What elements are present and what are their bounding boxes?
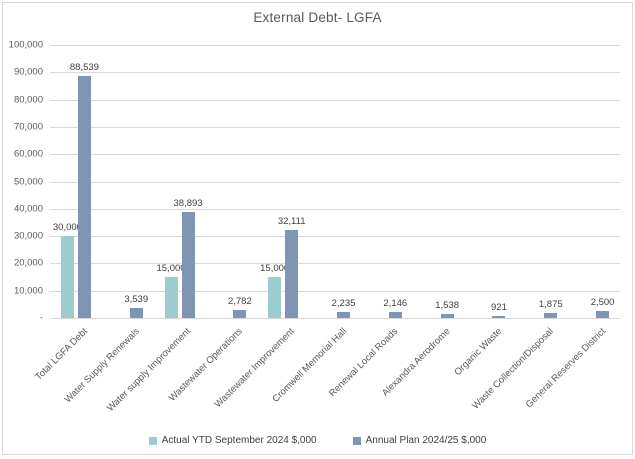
bar-plan <box>544 312 558 318</box>
data-label: 2,500 <box>590 297 615 309</box>
chart-title: External Debt- LGFA <box>253 10 382 25</box>
y-axis-tick-label: 70,000 <box>13 121 43 133</box>
y-axis-tick-label: 20,000 <box>13 257 43 269</box>
legend-swatch-actual-icon <box>148 436 157 445</box>
data-label: 15,000 <box>260 263 290 275</box>
legend: Actual YTD September 2024 $,000 Annual P… <box>3 435 632 446</box>
data-label: 15,000 <box>156 263 186 275</box>
legend-swatch-plan-icon <box>352 436 361 445</box>
bar-actual <box>60 236 74 318</box>
y-axis-tick-label: 60,000 <box>13 148 43 160</box>
legend-item-plan: Annual Plan 2024/25 $,000 <box>352 435 487 446</box>
x-category-label: Water supply Improvement <box>105 326 194 414</box>
bar-plan <box>233 310 247 318</box>
bar-plan <box>596 311 610 318</box>
y-axis-tick-label: 100,000 <box>8 39 43 51</box>
gridline <box>50 208 620 210</box>
data-label: 2,235 <box>331 297 356 309</box>
legend-label-plan: Annual Plan 2024/25 $,000 <box>365 435 487 446</box>
gridline <box>50 290 620 292</box>
bar-plan <box>129 308 143 318</box>
gridline <box>50 45 620 46</box>
data-label: 1,875 <box>538 298 563 310</box>
gridline <box>50 263 620 265</box>
gridline <box>50 181 620 183</box>
y-axis-tick-label: 90,000 <box>13 66 43 78</box>
y-axis-tick-label: - <box>39 312 43 324</box>
data-label: 2,782 <box>227 296 252 308</box>
bar-plan <box>181 211 195 318</box>
plot-area: - 10,000 20,000 30,000 40,000 50,000 60,000 70,… <box>9 40 620 414</box>
y-axis-tick-label: 40,000 <box>13 203 43 215</box>
bar-actual <box>164 277 178 318</box>
data-label: 32,111 <box>277 216 306 228</box>
bar-plan <box>388 312 402 318</box>
legend-item-actual: Actual YTD September 2024 $,000 <box>148 435 317 446</box>
data-label: 1,538 <box>435 299 460 311</box>
gridline <box>50 72 620 74</box>
data-label: 2,146 <box>383 298 408 310</box>
bar-plan <box>77 76 91 318</box>
bar-plan <box>337 311 350 318</box>
gridline <box>50 236 620 238</box>
data-label: 921 <box>491 301 507 313</box>
gridline <box>50 126 620 128</box>
x-category-label: Total LGFA Debt <box>32 326 90 383</box>
bar-plan <box>492 315 506 318</box>
y-axis-tick-label: 80,000 <box>13 94 43 106</box>
gridline <box>50 99 620 101</box>
data-label: 88,539 <box>69 62 99 74</box>
gridline <box>50 154 620 156</box>
y-axis-tick-label: 10,000 <box>13 285 43 297</box>
bar-plan <box>440 313 454 318</box>
bar-plan <box>285 230 299 318</box>
y-axis-tick-label: 30,000 <box>13 230 43 242</box>
gridline <box>50 318 620 319</box>
data-label: 30,000 <box>52 222 82 234</box>
y-axis-tick-label: 50,000 <box>13 176 43 187</box>
data-label: 3,539 <box>124 294 149 306</box>
legend-label-actual: Actual YTD September 2024 $,000 <box>161 435 317 446</box>
data-label: 38,893 <box>173 197 203 209</box>
x-category-label: Organic Waste <box>452 326 505 378</box>
bar-actual <box>268 277 282 318</box>
